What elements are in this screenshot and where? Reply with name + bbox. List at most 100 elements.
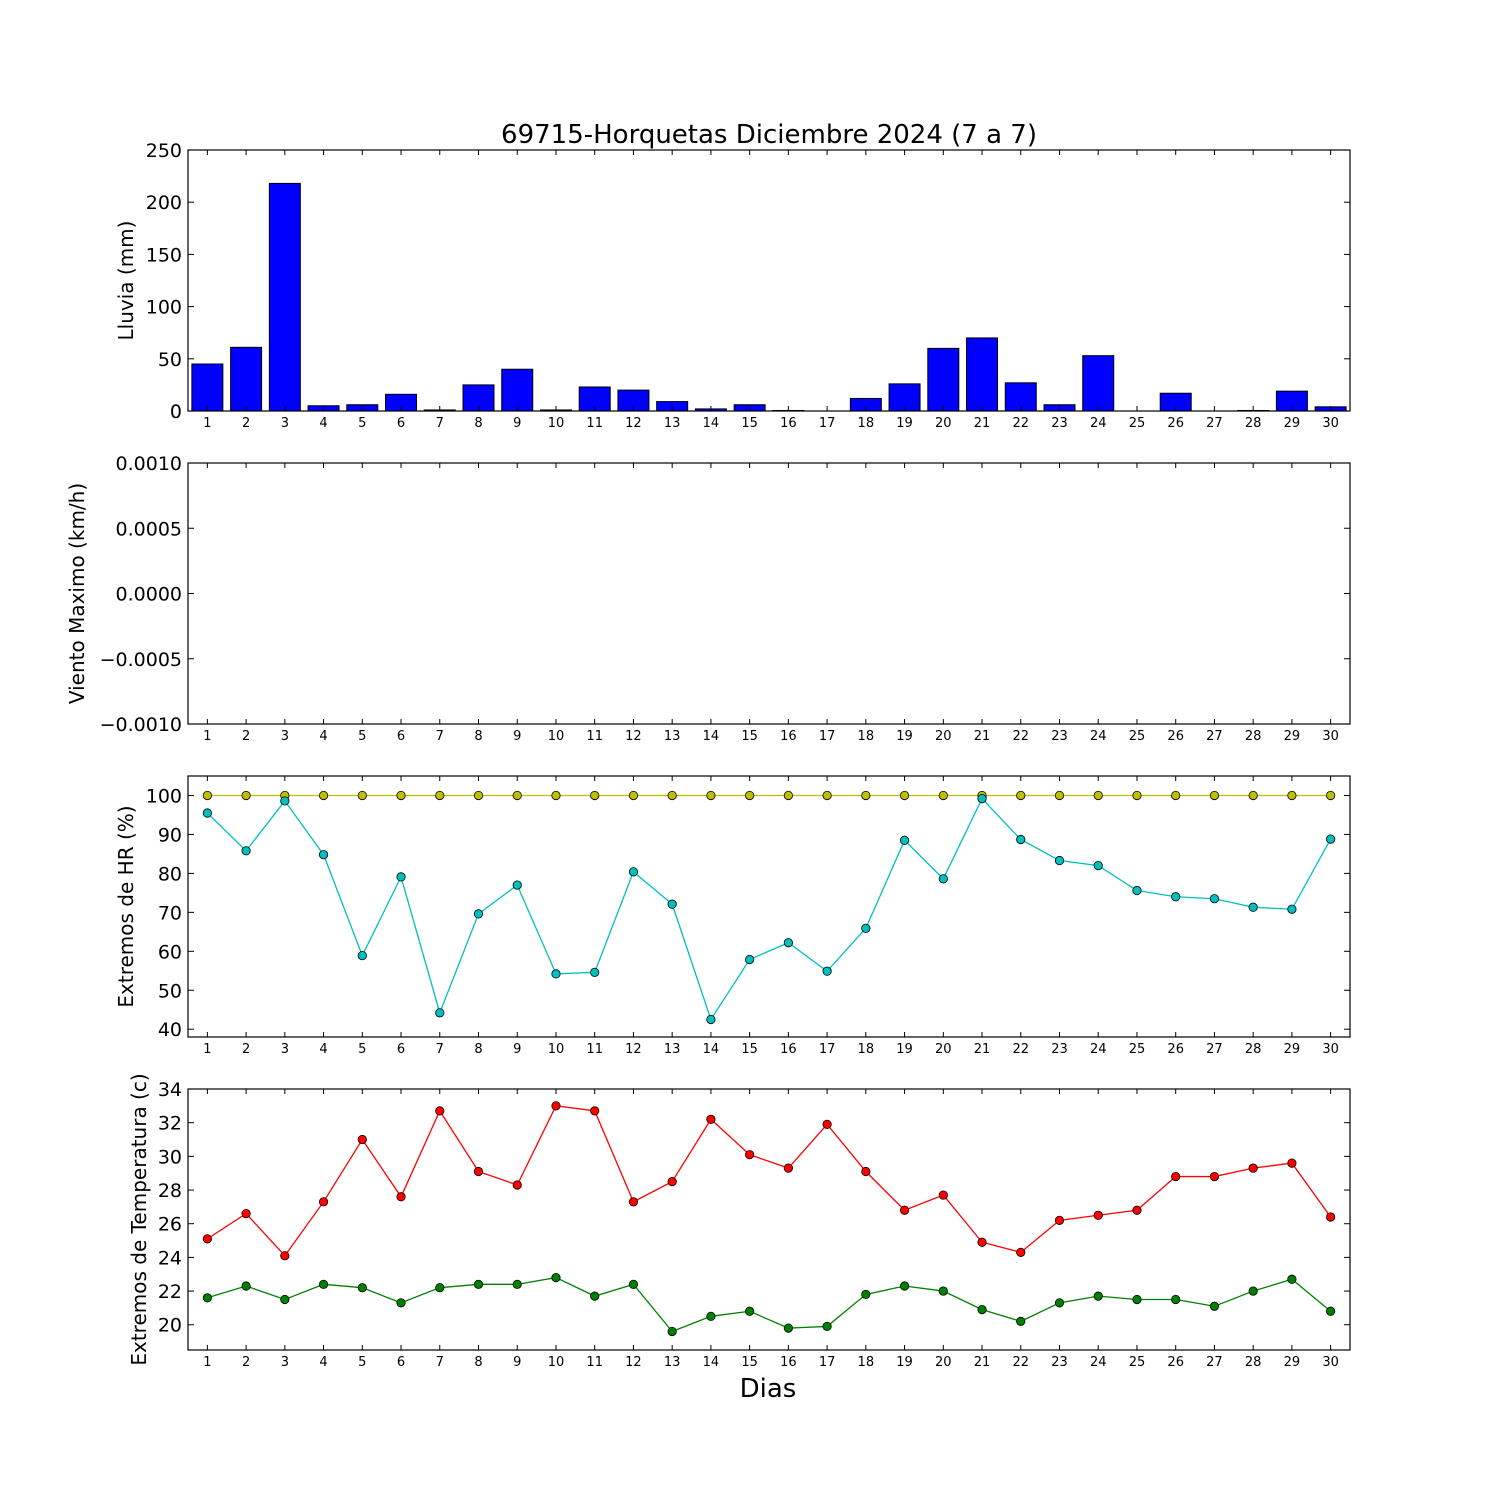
wind-xtick-label: 29 [1284,729,1301,744]
wind-panel: 1 2 3 4 5 6 7 8 9 10 11 12 13 14 15 16 17 18 19 20 21 22 23 24 2… [65,453,1351,744]
temperature-point [977,1304,987,1315]
humidity-point [899,835,910,845]
rain-xtick-label: 23 [1051,416,1068,431]
rain-xtick-label: 13 [664,416,681,431]
temperature-series-line [207,1276,1332,1333]
temperature-point [1132,1294,1142,1305]
temperature-point [861,1166,871,1177]
humidity-ytick-label: 70 [158,902,182,924]
rain-xtick-label: 19 [896,416,913,431]
wind-ytick-label: −0.0010 [100,714,182,736]
temperature-point [667,1326,677,1337]
humidity-point [938,874,948,884]
temperature-point [899,1281,910,1291]
humidity-point [1093,790,1103,801]
wind-ytick-label: 0.0000 [116,584,182,606]
rain-xtick-label: 12 [625,416,642,431]
humidity-point [667,790,677,801]
temperature-point [899,1205,910,1215]
humidity-point [396,872,406,882]
wind-ytick-label: 0.0005 [116,518,182,540]
temperature-point [1248,1286,1258,1296]
humidity-point [202,790,212,801]
humidity-point [590,967,600,977]
humidity-point [1132,790,1142,801]
temperature-xtick-label: 30 [1322,1355,1339,1370]
rain-ytick-label: 100 [146,297,182,319]
temperature-point [202,1234,212,1244]
humidity-xtick-label: 6 [397,1042,405,1057]
humidity-point [241,846,251,856]
humidity-point [1132,885,1142,896]
wind-xtick-label: 25 [1129,729,1146,744]
rain-ytick-label: 200 [146,192,182,214]
rain-xtick-label: 25 [1129,416,1146,431]
humidity-xtick-label: 3 [281,1042,289,1057]
temperature-point [783,1323,793,1333]
temperature-xtick-label: 22 [1012,1355,1029,1370]
chart-panels: 1 2 3 4 5 6 7 8 9 10 11 12 13 14 15 16 17 18 19 20 21 22 23 24 2… [65,140,1351,1370]
rain-xtick-label: 9 [513,416,521,431]
humidity-ytick-label: 50 [158,980,182,1002]
humidity-point [318,850,329,860]
temperature-point [706,1311,716,1321]
temperature-xtick-label: 28 [1245,1355,1262,1370]
humidity-point [473,909,484,919]
rain-xtick-label: 17 [819,416,836,431]
humidity-xtick-label: 19 [896,1042,913,1057]
wind-xtick-label: 14 [703,729,720,744]
temperature-point [551,1272,561,1283]
wind-y-axis-label: Viento Maximo (km/h) [65,483,89,704]
rain-bar [230,346,263,412]
wind-xtick-label: 27 [1206,729,1223,744]
humidity-xtick-label: 13 [664,1042,681,1057]
humidity-point [1326,790,1336,801]
humidity-ytick-label: 80 [158,863,182,885]
wind-xtick-label: 26 [1167,729,1184,744]
humidity-xtick-label: 15 [741,1042,758,1057]
temperature-point [512,1279,522,1289]
rain-xtick-label: 30 [1322,416,1339,431]
humidity-point [512,880,522,890]
rain-ytick-label: 150 [146,244,182,266]
temperature-axes-frame [187,1088,1351,1351]
temperature-xtick-label: 14 [703,1355,720,1370]
humidity-xtick-label: 23 [1051,1042,1068,1057]
humidity-point [202,808,212,818]
temperature-point [473,1279,484,1289]
temperature-xtick-label: 27 [1206,1355,1223,1370]
temperature-point [706,1114,716,1124]
humidity-xtick-label: 24 [1090,1042,1107,1057]
humidity-point [1209,790,1220,801]
wind-xtick-label: 9 [513,729,521,744]
temperature-point [783,1163,793,1173]
humidity-xtick-label: 1 [203,1042,211,1057]
humidity-point [435,1008,445,1018]
temperature-xtick-label: 2 [242,1355,250,1370]
temperature-xtick-label: 19 [896,1355,913,1370]
humidity-series-line [206,797,1332,1021]
chart-title: 69715-Horquetas Diciembre 2024 (7 a 7) [501,120,1037,150]
wind-xtick-label: 13 [664,729,681,744]
humidity-point [861,923,871,933]
humidity-xtick-label: 7 [436,1042,444,1057]
rain-xtick-label: 18 [858,416,875,431]
wind-xtick-label: 20 [935,729,952,744]
temperature-point [745,1306,755,1316]
temperature-xtick-label: 11 [586,1355,603,1370]
wind-xtick-label: 12 [625,729,642,744]
humidity-point [1171,892,1181,902]
temperature-ytick-label: 24 [158,1247,182,1269]
temperature-ytick-label: 30 [158,1146,182,1168]
temperature-point [1132,1205,1142,1215]
temperature-xtick-label: 23 [1051,1355,1068,1370]
x-axis-label: Dias [740,1374,797,1404]
wind-xtick-label: 5 [358,729,366,744]
humidity-point [938,790,948,801]
temperature-xtick-label: 17 [819,1355,836,1370]
wind-xtick-label: 11 [586,729,603,744]
humidity-panel: 1 2 3 4 5 6 7 8 9 10 11 12 13 14 15 16 17 18 19 20 21 22 23 24 2… [114,775,1351,1057]
rain-bar [927,347,960,412]
temperature-ytick-label: 28 [158,1180,182,1202]
